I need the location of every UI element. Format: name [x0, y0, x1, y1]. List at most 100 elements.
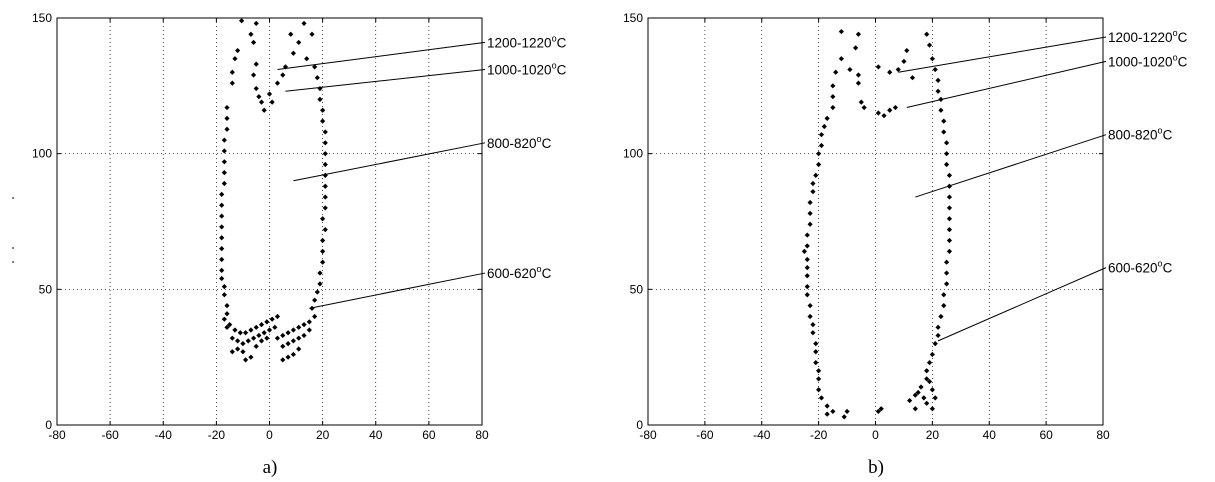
x-tick-label: 20: [926, 428, 940, 442]
data-point: [818, 395, 825, 401]
chart-panel-a: -80 -60 -40 -20 0 20 40 60 800501001501200-1220o…: [32, 11, 567, 478]
y-tick-label: 150: [32, 11, 52, 25]
data-point: [813, 172, 819, 178]
data-point: [219, 224, 225, 230]
data-point: [807, 303, 813, 309]
data-point: [824, 403, 830, 409]
y-tick-label: 0: [636, 418, 643, 432]
x-tick-label: -40: [155, 428, 173, 442]
data-point: [264, 319, 270, 325]
data-point: [813, 359, 819, 366]
data-point: [229, 335, 235, 341]
data-point: [266, 327, 273, 333]
x-tick-label: 40: [369, 428, 383, 442]
data-point: [221, 159, 227, 165]
data-point: [875, 408, 881, 415]
data-point: [232, 56, 238, 62]
x-tick-label: 80: [475, 428, 489, 442]
data-point: [301, 332, 307, 339]
data-point: [290, 351, 297, 358]
data-point: [237, 330, 243, 336]
data-point: [941, 129, 947, 135]
data-point: [818, 132, 825, 138]
data-point: [258, 99, 265, 105]
data-point: [248, 327, 254, 333]
data-point: [301, 322, 307, 328]
annotation-label: 800-820oC: [487, 134, 552, 151]
data-point: [280, 72, 286, 78]
data-point: [239, 18, 245, 24]
data-point: [941, 118, 947, 124]
annotation-unit: C: [542, 266, 552, 281]
data-point: [881, 113, 887, 119]
data-point: [248, 354, 254, 360]
data-point: [274, 335, 281, 341]
data-point: [912, 406, 918, 412]
annotation-label: 600-620oC: [487, 264, 552, 281]
data-point: [804, 284, 810, 290]
y-tick-label: 150: [623, 11, 643, 25]
data-point: [816, 376, 822, 382]
plot-area-a: [56, 17, 483, 426]
data-point: [841, 414, 847, 420]
data-point: [290, 338, 297, 344]
data-point: [221, 292, 227, 298]
data-point: [221, 316, 227, 322]
data-point: [943, 161, 950, 168]
x-tick-label: -60: [696, 428, 714, 442]
annotation-label: 1000-1020oC: [1108, 52, 1188, 69]
annotation-range: 600-620: [487, 266, 537, 281]
data-point: [946, 194, 953, 200]
data-point: [813, 341, 819, 347]
annotation-unit: C: [557, 35, 567, 50]
data-point: [833, 69, 839, 75]
data-point: [855, 72, 862, 78]
annotation-degree-sup: o: [552, 61, 557, 71]
data-point: [219, 213, 225, 219]
annotation-leader-line: [277, 41, 486, 71]
data-point: [285, 354, 291, 360]
annotation-range: 800-820: [487, 136, 537, 151]
x-tick-label: 40: [983, 428, 997, 442]
data-point: [290, 50, 297, 56]
data-point: [235, 47, 241, 54]
annotation-range: 800-820: [1108, 128, 1158, 143]
annotation-unit: C: [542, 136, 552, 151]
data-point: [807, 210, 813, 216]
data-point: [317, 85, 323, 92]
x-tick-label: 0: [872, 428, 879, 442]
data-point: [266, 91, 273, 97]
data-point: [924, 400, 930, 406]
x-tick-label: -20: [810, 428, 828, 442]
annotation-leader-line: [915, 134, 1107, 198]
data-point: [943, 270, 950, 276]
data-point: [941, 292, 947, 298]
data-point: [824, 115, 830, 121]
annotation-label: 800-820oC: [1108, 126, 1173, 143]
data-point: [314, 75, 320, 81]
data-point: [232, 327, 238, 333]
data-point: [224, 115, 230, 121]
data-point: [224, 303, 230, 309]
data-point: [830, 94, 836, 100]
annotation-range: 1200-1220: [487, 35, 552, 50]
data-point: [306, 327, 312, 333]
data-point: [921, 395, 927, 401]
chart-panel-b: -80 -60 -40 -20 0 20 40 60 800501001501200-1220o…: [623, 11, 1188, 478]
data-point: [322, 129, 328, 135]
data-point: [804, 273, 810, 279]
data-point: [296, 324, 302, 330]
data-point: [290, 327, 297, 333]
data-point: [235, 338, 241, 344]
data-point: [322, 151, 328, 157]
data-point: [240, 341, 246, 347]
x-tick-label: -80: [639, 428, 657, 442]
data-point: [816, 151, 822, 157]
annotation-leader-line: [309, 272, 486, 309]
data-point: [317, 270, 323, 276]
data-point: [224, 324, 230, 330]
data-point: [317, 96, 323, 102]
data-point: [301, 20, 307, 27]
data-point: [818, 142, 825, 149]
annotation-degree-sup: o: [537, 134, 542, 144]
